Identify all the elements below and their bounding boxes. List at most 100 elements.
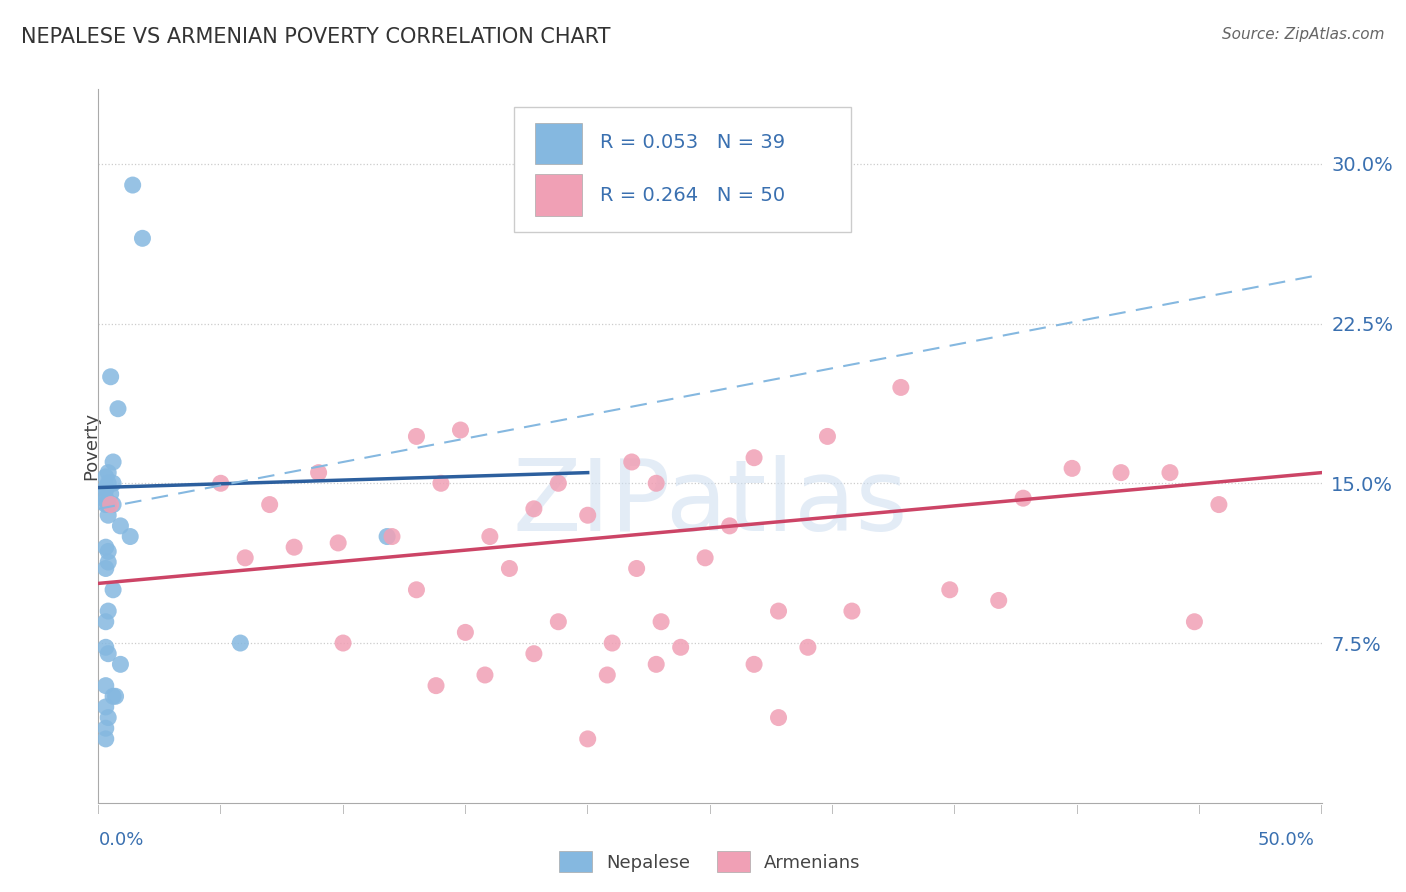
Point [547, 476, 569, 491]
Point [94, 561, 117, 575]
Point [939, 582, 962, 597]
Text: 0.0%: 0.0% [98, 831, 143, 849]
Point [1109, 466, 1132, 480]
Point [209, 476, 232, 491]
Point [523, 647, 546, 661]
Text: |: | [953, 805, 956, 814]
Point [94, 470, 117, 484]
FancyBboxPatch shape [536, 123, 582, 164]
Point [97, 555, 120, 569]
Point [94, 731, 117, 746]
Point [430, 476, 453, 491]
Point [94, 498, 117, 512]
Text: |: | [464, 805, 467, 814]
Point [817, 429, 839, 443]
Text: Source: ZipAtlas.com: Source: ZipAtlas.com [1222, 27, 1385, 42]
Point [233, 550, 256, 565]
Point [101, 476, 124, 491]
Text: |: | [219, 805, 222, 814]
Point [645, 657, 668, 672]
Point [768, 604, 790, 618]
Point [474, 668, 496, 682]
Point [1159, 466, 1181, 480]
Point [94, 615, 117, 629]
Point [695, 550, 717, 565]
Point [97, 476, 120, 491]
Point [797, 640, 820, 655]
Point [97, 508, 120, 523]
Point [283, 540, 305, 554]
Point [101, 690, 124, 704]
Point [94, 721, 117, 735]
Point [104, 690, 127, 704]
Point [987, 593, 1010, 607]
Point [425, 679, 447, 693]
Point [478, 529, 501, 543]
Text: NEPALESE VS ARMENIAN POVERTY CORRELATION CHART: NEPALESE VS ARMENIAN POVERTY CORRELATION… [21, 27, 610, 46]
Text: |: | [97, 805, 100, 814]
Point [100, 369, 122, 384]
Point [229, 636, 252, 650]
Point [97, 604, 120, 618]
Text: 50.0%: 50.0% [1258, 831, 1315, 849]
Point [669, 640, 692, 655]
Point [600, 636, 623, 650]
Point [110, 657, 132, 672]
Point [742, 450, 765, 465]
Point [94, 493, 117, 508]
Point [101, 582, 124, 597]
Point [97, 498, 120, 512]
Point [450, 423, 472, 437]
Text: |: | [1198, 805, 1201, 814]
Point [405, 429, 427, 443]
Point [259, 498, 281, 512]
Point [650, 615, 672, 629]
Text: |: | [1076, 805, 1078, 814]
Point [110, 519, 132, 533]
Text: ZIPatlas: ZIPatlas [512, 455, 908, 551]
Point [94, 679, 117, 693]
Point [498, 561, 520, 575]
Point [547, 615, 569, 629]
Point [94, 700, 117, 714]
Point [1062, 461, 1084, 475]
Point [576, 508, 599, 523]
Point [1012, 491, 1035, 506]
Point [97, 466, 120, 480]
Text: R = 0.053   N = 39: R = 0.053 N = 39 [600, 133, 785, 153]
Point [94, 481, 117, 495]
Point [94, 491, 117, 506]
Point [768, 710, 790, 724]
FancyBboxPatch shape [536, 174, 582, 216]
Point [101, 498, 124, 512]
Point [576, 731, 599, 746]
Text: |: | [831, 805, 834, 814]
Point [94, 640, 117, 655]
Y-axis label: Poverty: Poverty [83, 412, 100, 480]
Point [742, 657, 765, 672]
Point [332, 636, 354, 650]
Point [1184, 615, 1206, 629]
Text: |: | [586, 805, 589, 814]
Point [101, 455, 124, 469]
FancyBboxPatch shape [515, 107, 851, 232]
Point [620, 455, 643, 469]
Point [1208, 498, 1230, 512]
Point [308, 466, 330, 480]
Point [97, 544, 120, 558]
Point [454, 625, 477, 640]
Point [94, 540, 117, 554]
Point [94, 483, 117, 497]
Point [718, 519, 741, 533]
Point [405, 582, 427, 597]
Point [523, 501, 546, 516]
Legend: Nepalese, Armenians: Nepalese, Armenians [553, 844, 868, 880]
Point [107, 401, 129, 416]
Point [97, 710, 120, 724]
Point [121, 178, 143, 192]
Point [328, 536, 350, 550]
Point [596, 668, 619, 682]
Point [100, 487, 122, 501]
Point [131, 231, 153, 245]
Point [100, 498, 122, 512]
